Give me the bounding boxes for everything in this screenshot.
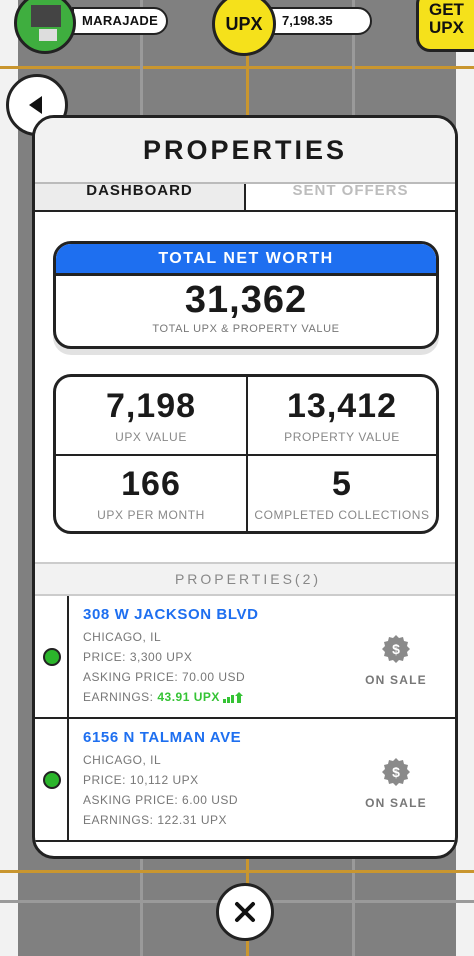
panel-header: PROPERTIES [35, 118, 455, 184]
list-item[interactable]: 308 W JACKSON BLVD CHICAGO, IL PRICE: 3,… [35, 596, 455, 719]
map-road [0, 66, 474, 69]
stat-upx-value: 7,198 UPX VALUE [56, 377, 246, 454]
stat-property-value: 13,412 PROPERTY VALUE [246, 377, 436, 454]
stat-value: 5 [332, 464, 352, 503]
property-city: CHICAGO, IL [83, 753, 162, 767]
dollar-badge-icon: $ [382, 635, 410, 663]
map-edge-left [0, 0, 18, 956]
stat-label: UPX VALUE [115, 429, 187, 444]
tab-bar: DASHBOARD SENT OFFERS [35, 182, 455, 212]
map-road [0, 870, 474, 873]
sale-status[interactable]: $ ON SALE [359, 634, 433, 687]
list-item[interactable]: 6156 N TALMAN AVE CHICAGO, IL PRICE: 10,… [35, 719, 455, 842]
username-label: MARAJADE [72, 7, 168, 35]
property-info: 308 W JACKSON BLVD CHICAGO, IL PRICE: 3,… [83, 606, 259, 710]
avatar-pixel [31, 5, 61, 27]
status-column [35, 719, 69, 840]
stats-grid: 7,198 UPX VALUE 13,412 PROPERTY VALUE 16… [53, 374, 439, 534]
upx-balance: 7,198.35 [262, 7, 372, 35]
tab-sent-offers[interactable]: SENT OFFERS [292, 182, 409, 199]
property-address[interactable]: 6156 N TALMAN AVE [83, 729, 242, 746]
upx-coin-icon[interactable]: UPX [212, 0, 276, 56]
properties-panel: PROPERTIES DASHBOARD SENT OFFERS TOTAL N… [32, 115, 458, 859]
stat-value: 13,412 [287, 386, 397, 425]
sale-status-label: ON SALE [365, 673, 427, 687]
status-dot-icon [43, 770, 61, 789]
stat-value: 166 [121, 464, 181, 503]
net-worth-value: 31,362 [184, 279, 308, 321]
net-worth-card: TOTAL NET WORTH 31,362 TOTAL UPX & PROPE… [53, 241, 439, 349]
get-upx-label-line2: UPX [429, 18, 464, 37]
map-edge-right [456, 0, 474, 956]
get-upx-button[interactable]: GET UPX [416, 0, 474, 52]
page-title: PROPERTIES [142, 134, 348, 165]
dollar-badge-icon: $ [382, 758, 410, 786]
avatar[interactable] [14, 0, 76, 54]
get-upx-label-line1: GET [429, 0, 464, 19]
svg-text:$: $ [392, 764, 400, 780]
property-earnings: EARNINGS: 122.31 UPX [83, 813, 228, 827]
property-price: PRICE: 10,112 UPX [83, 773, 199, 787]
stat-label: PROPERTY VALUE [284, 429, 400, 444]
stat-label: COMPLETED COLLECTIONS [254, 507, 430, 522]
status-dot-icon [43, 647, 61, 666]
tab-dashboard[interactable]: DASHBOARD [35, 183, 246, 210]
upx-coin-label: UPX [225, 13, 263, 34]
avatar-pixel [39, 29, 57, 41]
property-info: 6156 N TALMAN AVE CHICAGO, IL PRICE: 10,… [83, 729, 241, 833]
property-city: CHICAGO, IL [83, 630, 162, 644]
property-price: PRICE: 3,300 UPX [83, 650, 193, 664]
property-asking-price: ASKING PRICE: 6.00 USD [83, 793, 239, 807]
earnings-label: EARNINGS: [83, 690, 158, 704]
stat-value: 7,198 [105, 386, 197, 425]
close-icon [235, 902, 255, 922]
property-asking-price: ASKING PRICE: 70.00 USD [83, 670, 246, 684]
stat-upx-per-month: 166 UPX PER MONTH [56, 454, 246, 531]
net-worth-subtitle: TOTAL UPX & PROPERTY VALUE [152, 323, 340, 335]
properties-section-header: PROPERTIES(2) [35, 562, 455, 596]
chevron-left-icon [28, 96, 42, 114]
trend-up-icon [222, 692, 243, 704]
close-button[interactable] [216, 883, 274, 941]
sale-status[interactable]: $ ON SALE [359, 757, 433, 810]
stat-label: UPX PER MONTH [97, 507, 205, 522]
property-address[interactable]: 308 W JACKSON BLVD [83, 606, 259, 623]
property-earnings: EARNINGS: 43.91 UPX [83, 690, 259, 704]
net-worth-header: TOTAL NET WORTH [56, 244, 436, 276]
status-column [35, 596, 69, 717]
stat-completed-collections[interactable]: 5 COMPLETED COLLECTIONS [246, 454, 436, 531]
svg-text:$: $ [392, 641, 400, 657]
earnings-value: 43.91 UPX [157, 690, 220, 704]
sale-status-label: ON SALE [365, 796, 427, 810]
